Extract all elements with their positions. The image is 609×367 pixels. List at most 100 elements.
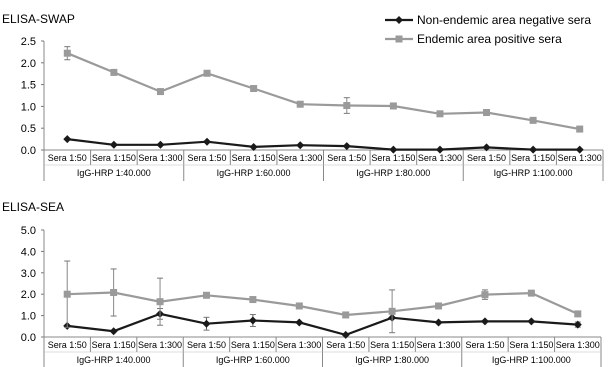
data-point-square [295, 302, 303, 310]
x-group-label: IgG-HRP 1:80.000 [356, 168, 430, 178]
y-tick-label: 2.5 [21, 36, 36, 48]
data-point-diamond [296, 141, 305, 150]
data-point-square [436, 110, 444, 118]
x-category-label: Sera 1:50 [187, 340, 226, 350]
data-point-square [110, 68, 118, 76]
y-tick-label: 1.0 [21, 311, 36, 323]
x-category-label: Sera 1:150 [511, 153, 555, 163]
x-category-label: Sera 1:300 [418, 153, 462, 163]
data-point-diamond [527, 317, 536, 326]
x-category-label: Sera 1:50 [465, 340, 504, 350]
legend-label-2: Endemic area positive sera [417, 32, 562, 46]
x-group-label: IgG-HRP 1:40.000 [77, 168, 151, 178]
data-point-square [249, 296, 257, 304]
series-line-1 [67, 312, 578, 337]
x-group-label: IgG-HRP 1:100.000 [494, 168, 573, 178]
data-point-diamond [480, 317, 489, 326]
data-point-diamond [156, 140, 165, 149]
data-point-square [574, 310, 582, 318]
data-point-square [527, 289, 535, 297]
data-point-diamond [248, 316, 257, 325]
y-tick-label: 5.0 [21, 225, 36, 237]
x-category-label: Sera 1:300 [556, 340, 600, 350]
x-group-label: IgG-HRP 1:60.000 [217, 168, 291, 178]
x-category-label: Sera 1:50 [467, 153, 506, 163]
x-category-label: Sera 1:150 [370, 340, 414, 350]
x-category-label: Sera 1:300 [138, 153, 182, 163]
x-category-label: Sera 1:150 [232, 153, 276, 163]
x-category-label: Sera 1:150 [509, 340, 553, 350]
data-point-diamond [482, 143, 491, 152]
x-category-label: Sera 1:50 [188, 153, 227, 163]
data-point-diamond [389, 145, 398, 154]
data-point-square [481, 291, 489, 299]
data-point-diamond [435, 145, 444, 154]
y-tick-label: 0.5 [21, 123, 36, 135]
series-line-2 [66, 52, 580, 131]
data-point-square [343, 102, 351, 110]
x-category-label: Sera 1:50 [326, 340, 365, 350]
data-point-square [63, 49, 71, 57]
x-category-label: Sera 1:150 [231, 340, 275, 350]
legend-label-1: Non-endemic area negative sera [417, 13, 591, 27]
data-point-diamond [341, 330, 350, 339]
data-point-square [63, 290, 71, 298]
x-category-label: Sera 1:150 [92, 153, 136, 163]
y-tick-label: 3.0 [21, 268, 36, 280]
series-line-2 [67, 291, 579, 317]
y-tick-label: 1.5 [21, 80, 36, 92]
x-category-label: Sera 1:50 [327, 153, 366, 163]
legend-marker-diamond [395, 16, 403, 24]
data-point-diamond [109, 327, 118, 336]
data-point-diamond [573, 320, 582, 329]
data-point-square [435, 302, 443, 310]
data-point-square [576, 125, 584, 133]
data-point-diamond [202, 319, 211, 328]
x-category-label: Sera 1:50 [48, 153, 87, 163]
x-group-label: IgG-HRP 1:100.000 [492, 355, 571, 365]
data-point-square [202, 291, 210, 299]
data-point-diamond [203, 137, 212, 146]
data-point-square [110, 288, 118, 296]
data-point-square [296, 100, 304, 108]
data-point-diamond [342, 142, 351, 151]
series-line-1 [67, 138, 580, 151]
x-category-label: Sera 1:300 [558, 153, 602, 163]
data-point-diamond [109, 140, 118, 149]
chart-title: ELISA-SWAP [2, 12, 75, 26]
data-point-diamond [63, 135, 72, 144]
y-tick-label: 2.0 [21, 289, 36, 301]
x-group-label: IgG-HRP 1:60.000 [216, 355, 290, 365]
data-point-square [342, 311, 350, 319]
x-category-label: Sera 1:300 [417, 340, 461, 350]
y-tick-label: 4.0 [21, 246, 36, 258]
x-category-label: Sera 1:150 [92, 340, 136, 350]
y-tick-label: 1.0 [21, 101, 36, 113]
data-point-diamond [529, 145, 538, 154]
x-category-label: Sera 1:300 [138, 340, 182, 350]
y-tick-label: 2.0 [21, 58, 36, 70]
data-point-square [156, 298, 164, 306]
x-category-label: Sera 1:50 [48, 340, 87, 350]
y-tick-label: 0.0 [21, 332, 36, 344]
data-point-square [483, 109, 491, 117]
data-point-diamond [249, 142, 258, 151]
x-category-label: Sera 1:300 [277, 340, 321, 350]
data-point-square [529, 116, 537, 124]
data-point-square [203, 69, 211, 77]
data-point-diamond [575, 145, 584, 154]
data-point-square [250, 85, 258, 93]
chart-title: ELISA-SEA [2, 200, 64, 214]
data-point-diamond [295, 318, 304, 327]
data-point-square [388, 307, 396, 315]
y-tick-label: 0.0 [21, 145, 36, 157]
x-group-label: IgG-HRP 1:40.000 [77, 355, 151, 365]
data-point-square [156, 88, 164, 96]
x-group-label: IgG-HRP 1:80.000 [355, 355, 429, 365]
data-point-diamond [434, 318, 443, 327]
x-category-label: Sera 1:300 [278, 153, 322, 163]
x-category-label: Sera 1:150 [371, 153, 415, 163]
legend-marker-square [395, 35, 403, 43]
data-point-square [389, 102, 397, 110]
